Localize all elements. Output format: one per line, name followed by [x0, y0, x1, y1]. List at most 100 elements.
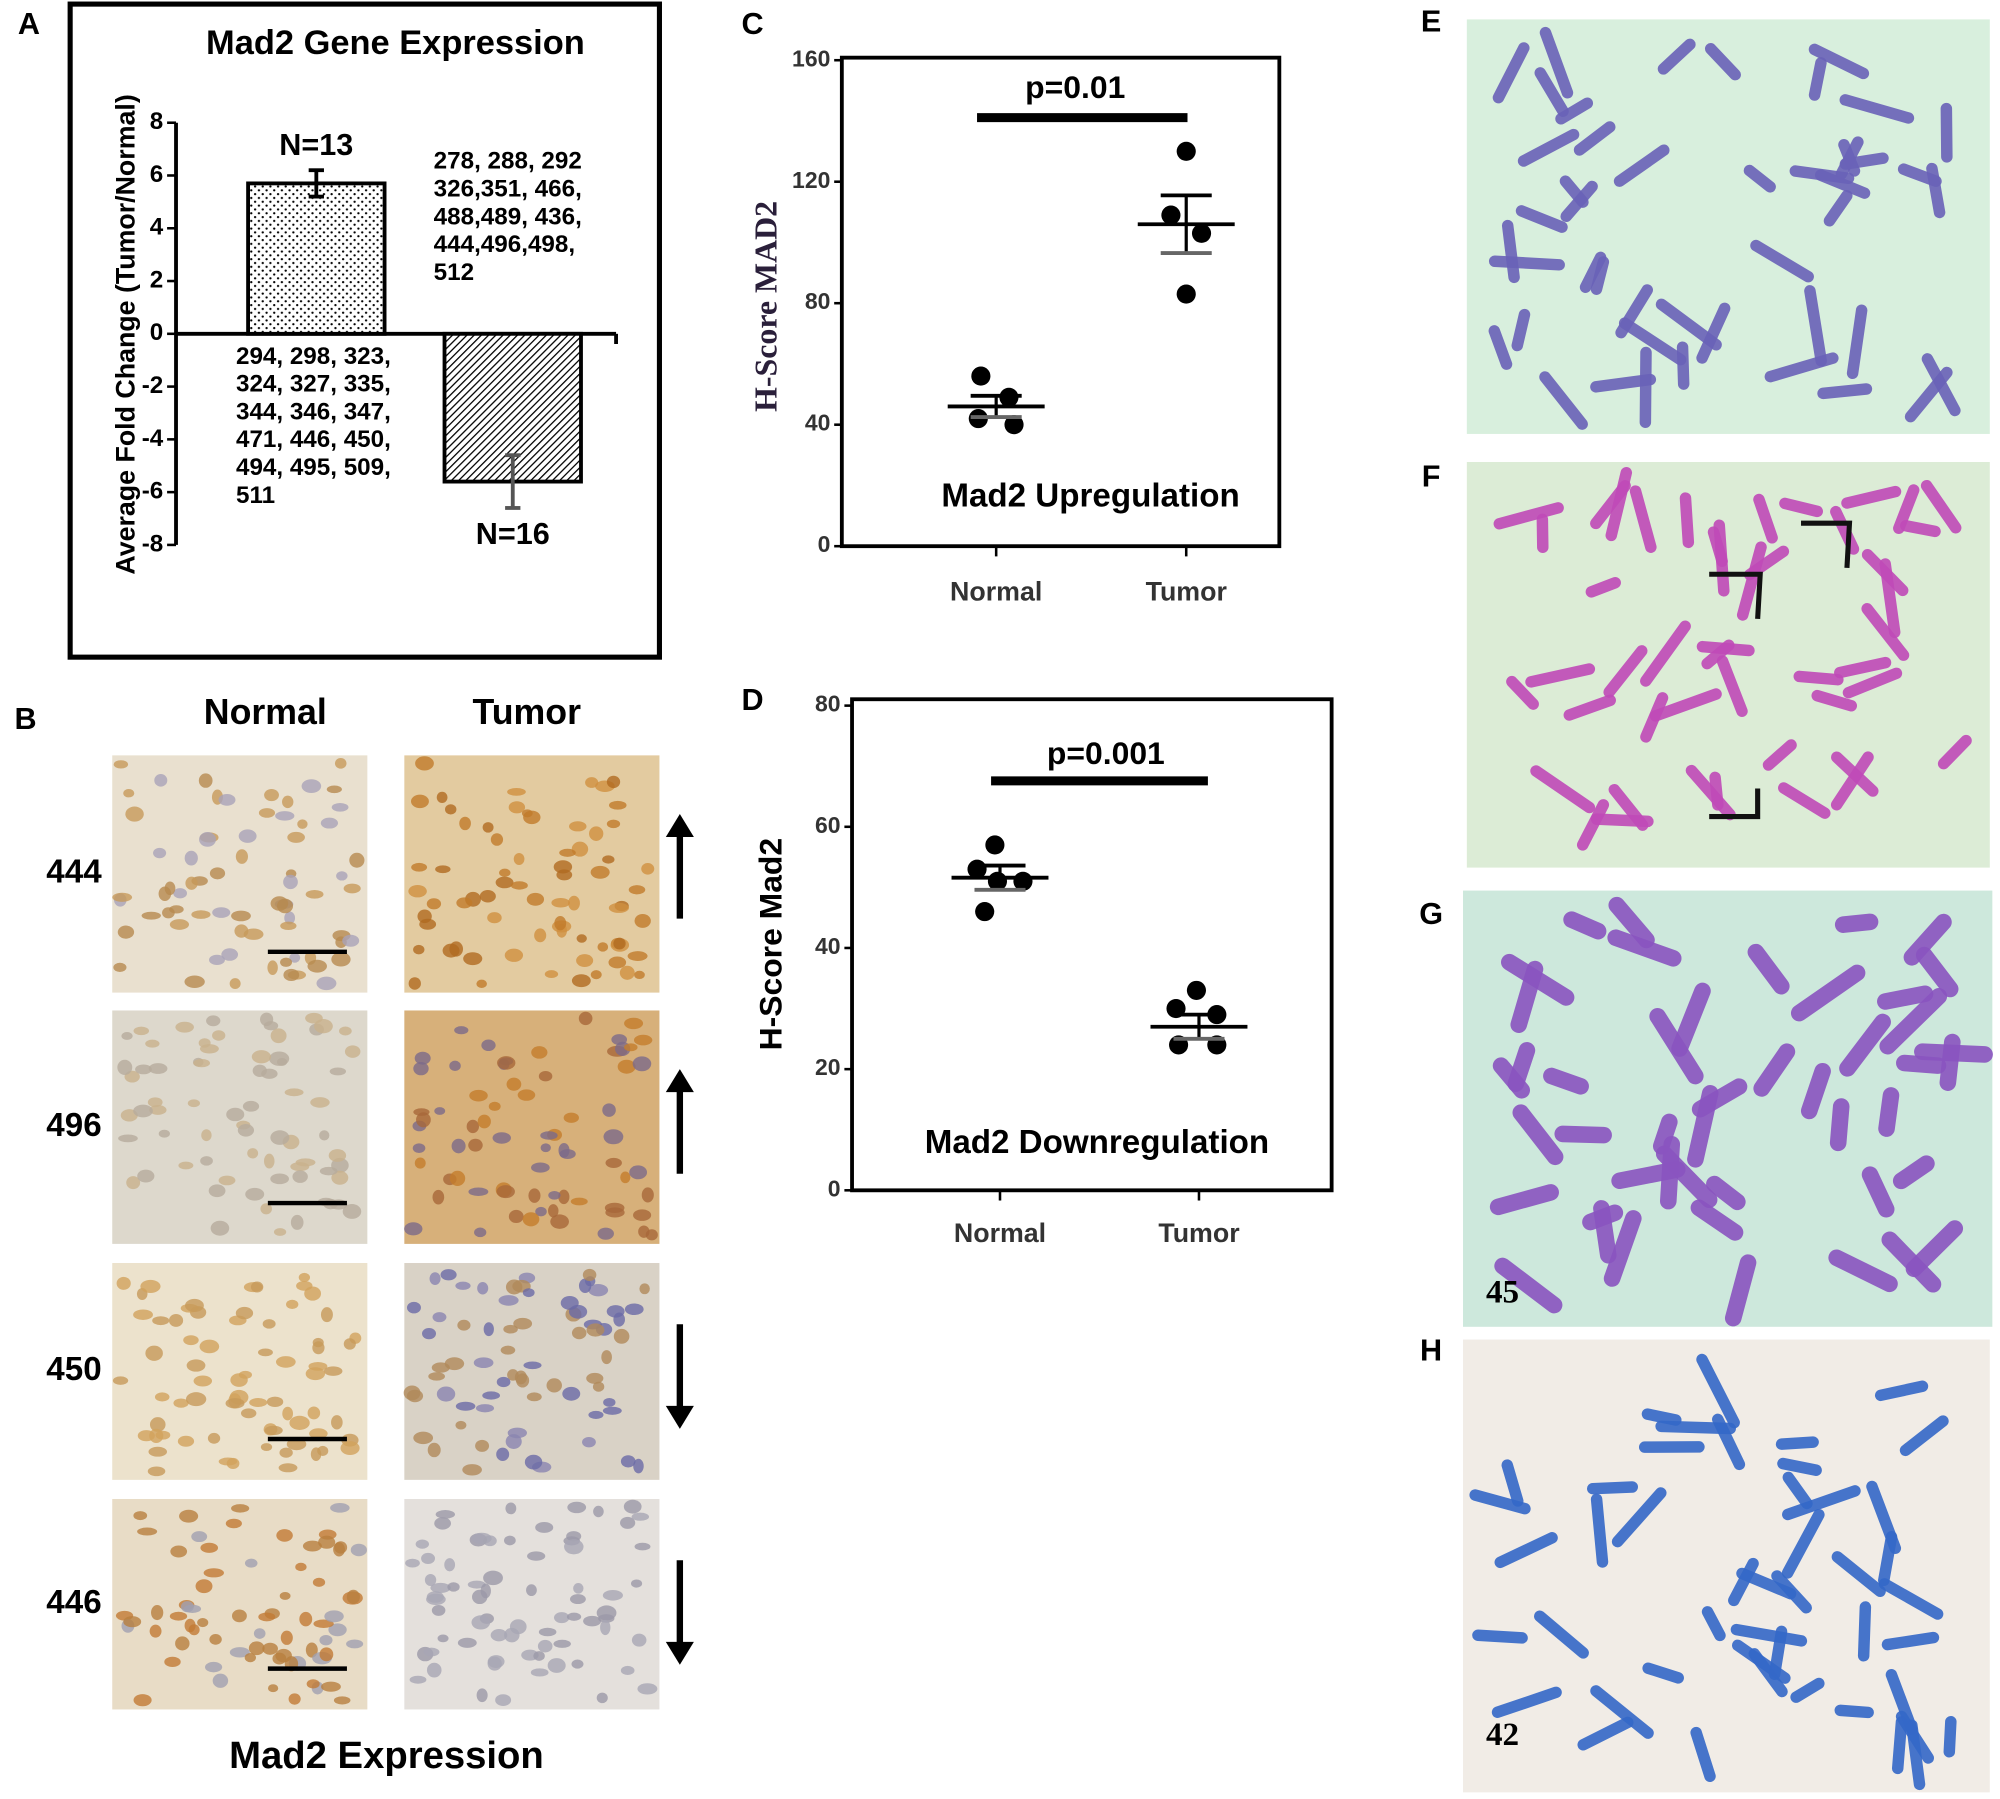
chromosome: [1649, 688, 1722, 722]
nucleus: [231, 1504, 250, 1513]
nucleus: [133, 1511, 148, 1521]
nucleus: [248, 1641, 265, 1656]
nucleus: [193, 1058, 210, 1068]
nucleus: [307, 959, 327, 973]
nucleus: [262, 1642, 278, 1655]
chromosome: [1764, 352, 1839, 383]
chromosome: [1515, 205, 1568, 233]
nucleus: [289, 952, 301, 963]
nucleus: [495, 876, 514, 889]
nucleus: [414, 1157, 426, 1169]
nucleus: [596, 1692, 608, 1704]
chromosome: [1830, 751, 1874, 811]
nucleus: [533, 1651, 545, 1661]
chromosome: [1613, 144, 1670, 187]
chromosome: [1736, 1567, 1797, 1600]
nucleus: [496, 1447, 510, 1461]
chromosome: [1690, 1199, 1744, 1241]
nucleus: [504, 1627, 520, 1643]
nucleus: [263, 1021, 279, 1031]
nucleus: [540, 1143, 551, 1153]
chromosome: [1676, 341, 1690, 390]
chromosome: [1639, 346, 1652, 429]
nucleus: [320, 817, 339, 829]
nucleus: [531, 1046, 548, 1059]
nucleus: [588, 1284, 609, 1297]
nucleus: [262, 1319, 276, 1329]
nucleus: [500, 1345, 516, 1355]
nucleus: [283, 874, 298, 890]
nucleus: [424, 1573, 437, 1587]
chromosome: [1506, 675, 1539, 710]
chromosome: [1732, 1639, 1791, 1684]
nucleus: [305, 1642, 318, 1658]
nucleus: [586, 1323, 605, 1337]
nucleus: [113, 962, 127, 973]
chromosome: [1512, 1104, 1564, 1166]
nucleus: [483, 1322, 494, 1337]
nucleus: [350, 1543, 367, 1557]
chromosome: [1685, 764, 1736, 821]
nucleus: [151, 1605, 164, 1621]
nucleus: [586, 1372, 604, 1384]
nucleus: [434, 1517, 451, 1530]
nucleus: [253, 1628, 266, 1639]
nucleus: [282, 795, 294, 809]
data-point: [1004, 415, 1024, 435]
nucleus: [229, 978, 241, 989]
nucleus: [624, 1043, 638, 1052]
nucleus: [530, 1668, 549, 1677]
nucleus: [483, 1570, 503, 1586]
nucleus: [154, 1392, 170, 1402]
nucleus: [209, 1634, 222, 1645]
nucleus: [507, 1369, 519, 1381]
chromosome: [1904, 366, 1953, 423]
nucleus: [563, 1112, 579, 1123]
chromosome: [1641, 1408, 1682, 1426]
arrow-head: [665, 1641, 694, 1665]
chromosome: [1877, 985, 1934, 1010]
chromosome: [1834, 656, 1892, 679]
chromosome: [1866, 1480, 1902, 1555]
nucleus: [482, 1391, 501, 1400]
chromosome: [1494, 1257, 1563, 1314]
nucleus: [175, 1636, 190, 1651]
nucleus: [149, 1417, 166, 1432]
nucleus: [508, 801, 526, 814]
chromosome: [1629, 485, 1657, 553]
nucleus: [344, 1045, 361, 1058]
nucleus: [576, 934, 587, 943]
nucleus: [141, 911, 161, 920]
nucleus: [197, 1618, 209, 1628]
nucleus: [496, 1185, 515, 1199]
nucleus: [413, 1108, 430, 1116]
nucleus: [522, 1212, 540, 1227]
nucleus: [267, 1684, 279, 1693]
chromosome: [1728, 1557, 1759, 1607]
chromosome: [1563, 911, 1607, 940]
y-tick-label: -4: [142, 425, 164, 452]
chromosome: [1814, 169, 1871, 199]
nucleus: [633, 1209, 652, 1221]
nucleus: [234, 924, 249, 938]
nucleus: [209, 867, 226, 880]
nucleus: [287, 831, 305, 843]
nucleus: [147, 1466, 166, 1477]
nucleus: [602, 855, 615, 864]
nucleus: [437, 1634, 449, 1643]
nucleus: [406, 1301, 421, 1314]
chromosome: [1899, 1415, 1949, 1457]
nucleus: [606, 819, 621, 829]
chromosome: [1891, 1716, 1908, 1775]
nucleus: [513, 852, 525, 865]
panel-label: D: [741, 683, 763, 717]
chromosome: [1874, 1380, 1929, 1402]
nucleus: [628, 885, 646, 895]
nucleus: [207, 1432, 221, 1444]
nucleus: [487, 912, 502, 924]
nucleus: [342, 1204, 362, 1219]
chromosome: [1586, 1481, 1639, 1495]
nucleus: [589, 826, 604, 841]
nucleus: [507, 787, 526, 796]
